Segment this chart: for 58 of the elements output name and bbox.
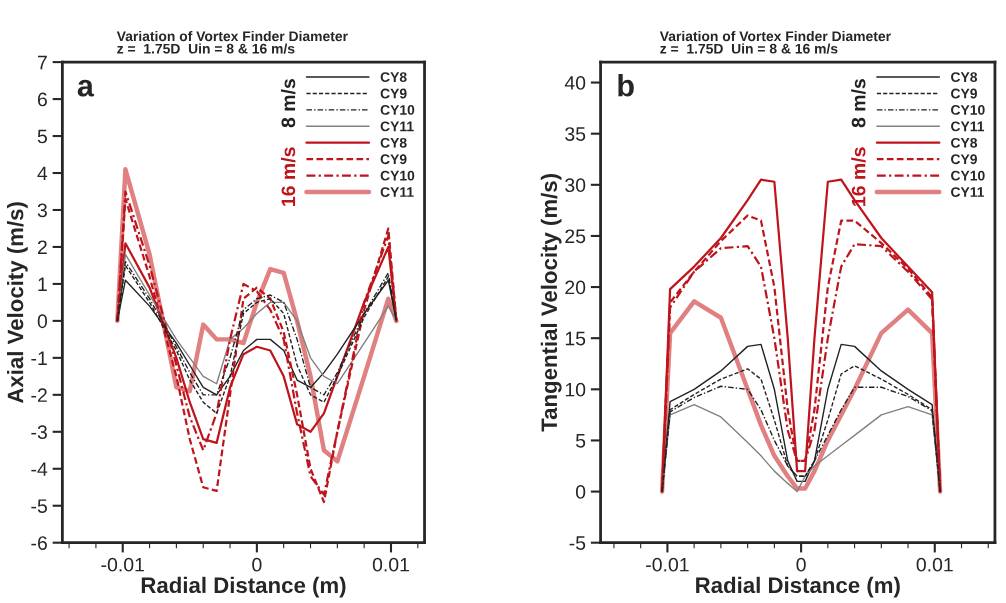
y-tick-label: 15: [565, 331, 586, 346]
x-tick-label: -0.01: [646, 557, 689, 572]
legend-label: CY9: [951, 154, 977, 165]
y-tick-label: 4: [37, 166, 48, 181]
x-axis-title: Radial Distance (m): [141, 576, 346, 598]
y-axis-title: Tangential Velocity (m/s): [540, 174, 562, 432]
annotation: 8 m/s: [280, 79, 296, 128]
y-tick-label: 40: [564, 76, 586, 90]
annotation: 8 m/s: [851, 79, 866, 128]
y-tick-label: -3: [31, 425, 47, 440]
y-tick-label: 3: [37, 203, 47, 218]
y-tick-label: 20: [565, 280, 586, 295]
y-tick-label: -5: [31, 499, 47, 513]
legend-label: CY8: [380, 72, 407, 83]
y-tick-label: 2: [37, 240, 47, 254]
y-tick-label: 30: [565, 178, 586, 193]
x-tick-label: 0.01: [916, 557, 953, 572]
y-tick-label: 25: [565, 229, 586, 244]
y-tick-label: 0: [575, 485, 586, 499]
y-tick-label: 35: [565, 127, 586, 141]
y-tick-label: 6: [37, 92, 47, 107]
legend-label: CY10: [380, 170, 415, 181]
legend-label: CY11: [380, 121, 414, 132]
annotation: 16 m/s: [851, 147, 866, 206]
legend-label: CY9: [951, 88, 977, 99]
legend-label: CY9: [380, 88, 407, 99]
legend-label: CY8: [380, 137, 407, 148]
y-tick-label: -6: [31, 536, 47, 550]
legend-label: CY11: [380, 187, 414, 197]
y-tick-label: -4: [31, 462, 48, 476]
x-tick-label: -0.01: [101, 557, 144, 572]
legend-label: CY11: [951, 121, 985, 132]
x-axis-title: Radial Distance (m): [696, 576, 900, 598]
x-tick-label: 0.01: [372, 557, 409, 572]
legend-label: CY8: [951, 72, 978, 83]
y-tick-label: 10: [565, 382, 586, 397]
chart-title: Variation of Vortex Finder Diameter z = 1.75D Uin = 8 & 16 m/s: [116, 30, 348, 54]
y-axis-title: Axial Velocity (m/s): [7, 202, 28, 404]
x-tick-label: 0: [252, 557, 262, 572]
y-tick-label: 1: [38, 277, 47, 291]
annotation: b: [618, 74, 634, 97]
y-tick-label: 0: [37, 314, 48, 329]
y-tick-label: 5: [37, 129, 47, 144]
legend-label: CY10: [951, 170, 985, 181]
y-tick-label: -1: [31, 351, 47, 365]
y-tick-label: -2: [31, 388, 47, 402]
annotation: a: [77, 79, 95, 97]
chart-title: Variation of Vortex Finder Diameter z = 1.75D Uin = 8 & 16 m/s: [659, 30, 891, 54]
y-tick-label: -5: [569, 536, 586, 550]
legend-label: CY8: [951, 137, 978, 148]
annotation: 16 m/s: [280, 147, 296, 206]
legend-label: CY11: [951, 187, 985, 197]
legend-label: CY10: [380, 105, 415, 115]
legend-label: CY10: [951, 105, 985, 115]
x-tick-label: 0: [796, 557, 806, 572]
legend-label: CY9: [380, 154, 407, 165]
y-tick-label: 7: [37, 55, 47, 70]
y-tick-label: 5: [575, 434, 586, 448]
